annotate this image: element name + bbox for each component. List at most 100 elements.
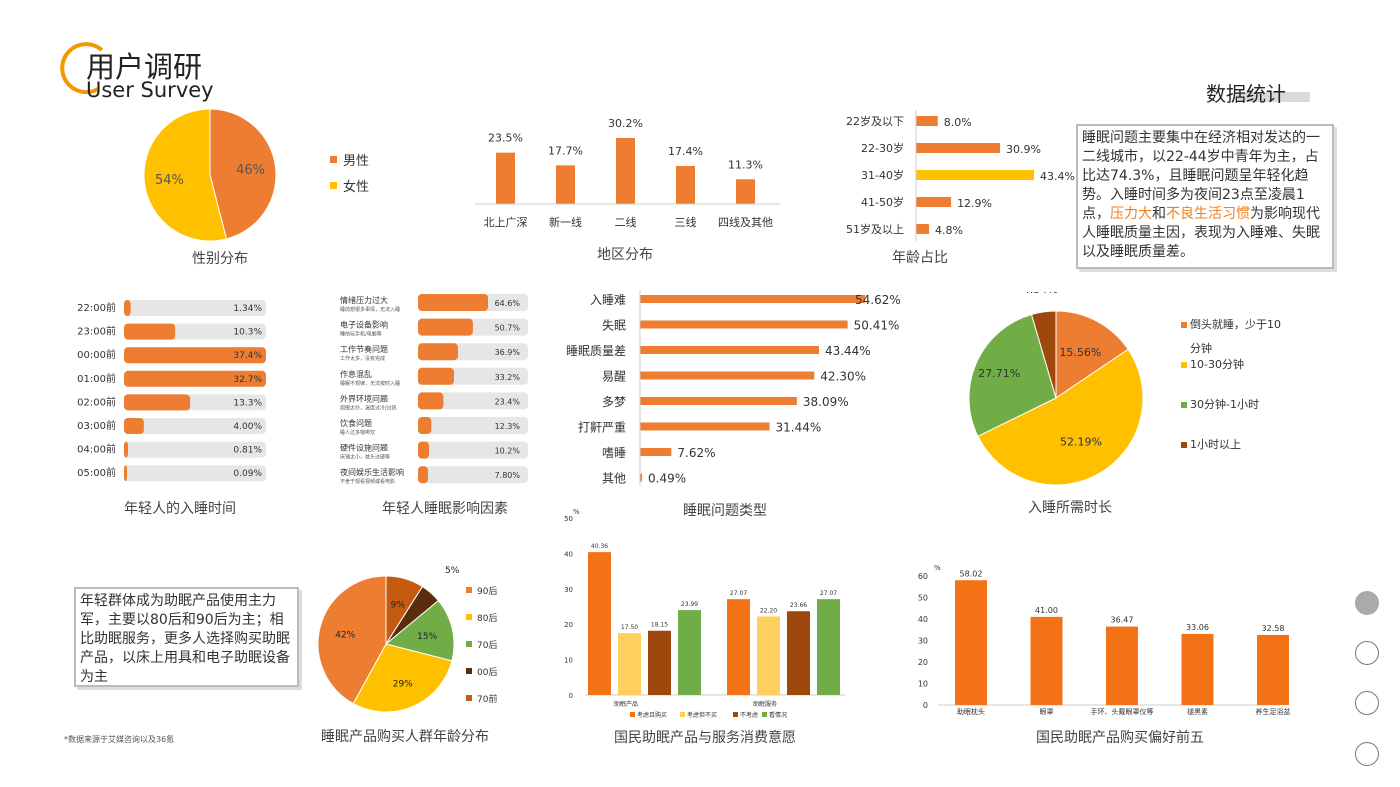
top5-ytick: 30 xyxy=(918,637,928,646)
pie-slice xyxy=(968,313,1057,437)
willing-ytick: 30 xyxy=(564,586,573,594)
problem-value: 31.44% xyxy=(776,421,822,435)
chart-region: 23.5% 北上广深 17.7% 新一线 30.2% 二线 17.4% 三线 11.3% 四线及其… xyxy=(475,117,780,229)
factor-value: 64.6% xyxy=(495,299,521,308)
problem-category: 多梦 xyxy=(602,395,626,409)
region-value: 17.4% xyxy=(668,145,703,158)
pie-slice xyxy=(209,108,277,240)
factor-category: 作息混乱 xyxy=(340,369,372,379)
legend-label: 00后 xyxy=(477,667,497,678)
pie-slice xyxy=(143,108,228,242)
legend-label: 女性 xyxy=(343,179,369,195)
pie-label: 52.19% xyxy=(1060,435,1102,448)
pager-dot-2[interactable] xyxy=(1355,641,1379,665)
age-bar xyxy=(916,116,938,126)
legend-swatch xyxy=(1181,442,1187,448)
buyer-note: 年轻群体成为助眠产品使用主力军，主要以80后和90后为主；相比助眠服务，更多人选… xyxy=(74,587,299,687)
legend-label: 70后 xyxy=(477,640,497,651)
bedtime-bar xyxy=(124,323,176,340)
factor-bar xyxy=(418,367,454,385)
willing-bar xyxy=(588,552,611,695)
top5-ytick: 60 xyxy=(918,572,928,581)
age-category: 22岁及以下 xyxy=(846,114,904,128)
chart-gender-title: 性别分布 xyxy=(192,251,248,267)
legend-label: 90后 xyxy=(477,586,497,597)
chart-willing-title: 国民助眠产品与服务消费意愿 xyxy=(614,730,796,746)
pie-label: 15.56% xyxy=(1059,346,1101,359)
pie-label: 46% xyxy=(236,163,265,178)
bedtime-category: 00:00前 xyxy=(77,348,116,361)
top5-category: 养生足浴盆 xyxy=(1256,707,1291,716)
region-bar xyxy=(676,165,695,204)
region-category: 北上广深 xyxy=(484,216,528,229)
pager-dot-4[interactable] xyxy=(1355,742,1379,766)
legend-swatch xyxy=(1181,322,1187,328)
legend-swatch xyxy=(466,695,472,701)
bedtime-value: 1.34% xyxy=(233,304,262,314)
region-bar xyxy=(736,179,755,204)
willing-ytick: 20 xyxy=(564,621,573,629)
factor-value: 12.3% xyxy=(495,422,521,431)
factor-value: 33.2% xyxy=(495,373,521,382)
problem-category: 易醒 xyxy=(602,370,626,384)
factor-subtitle: 睡眠不规律，无法按时入睡 xyxy=(340,380,400,387)
section-tag-bar xyxy=(1236,92,1310,102)
problem-bar xyxy=(640,346,819,354)
factor-value: 7.80% xyxy=(495,471,521,480)
bedtime-bar xyxy=(124,465,127,482)
bedtime-track xyxy=(124,465,266,482)
pager-dot-3[interactable] xyxy=(1355,691,1379,715)
age-value: 4.8% xyxy=(935,224,963,237)
legend-label: 30分钟-1小时 xyxy=(1190,397,1259,411)
pie-label: 4.54% xyxy=(1023,292,1058,296)
bedtime-category: 23:00前 xyxy=(77,325,116,338)
region-category: 新一线 xyxy=(549,215,582,229)
pie-slice xyxy=(1030,310,1057,399)
top5-bar xyxy=(1257,634,1289,705)
region-value: 17.7% xyxy=(548,144,583,157)
chart-top5-title: 国民助眠产品购买偏好前五 xyxy=(1036,730,1204,746)
willing-ytick: 50 xyxy=(564,515,573,523)
factor-track xyxy=(418,417,528,434)
factor-bar xyxy=(418,294,488,311)
bedtime-bar xyxy=(124,347,266,364)
factor-value: 23.4% xyxy=(495,397,521,406)
willing-category: 助眠产品 xyxy=(614,700,638,708)
factor-track xyxy=(418,466,528,484)
bedtime-bar xyxy=(124,441,129,458)
willing-bar xyxy=(618,633,641,695)
problem-value: 54.62% xyxy=(855,293,901,307)
problem-value: 50.41% xyxy=(854,319,900,333)
bedtime-category: 05:00前 xyxy=(77,466,116,479)
willing-bar xyxy=(727,599,750,695)
chart-problems-title: 睡眠问题类型 xyxy=(683,503,767,519)
willing-bar xyxy=(648,630,671,695)
section-title: 数据统计 xyxy=(1206,82,1286,106)
bedtime-value: 0.09% xyxy=(233,469,262,479)
factor-value: 36.9% xyxy=(495,348,521,357)
pager-dot-1[interactable] xyxy=(1355,591,1379,615)
bedtime-bar xyxy=(124,394,191,411)
willing-bar xyxy=(787,611,810,695)
bedtime-category: 03:00前 xyxy=(77,419,116,432)
pie-label: 29% xyxy=(393,680,413,690)
factor-subtitle: 床铺太小，枕头过硬等 xyxy=(340,454,390,461)
top5-value: 41.00 xyxy=(1035,606,1058,615)
chart-bedtime-title: 年轻人的入睡时间 xyxy=(124,501,236,517)
legend-label: 考虑但不买 xyxy=(687,711,717,719)
region-category: 四线及其他 xyxy=(718,215,773,229)
willing-value: 22.20 xyxy=(760,607,777,614)
factor-category: 硬件设施问题 xyxy=(340,443,388,453)
age-category: 41-50岁 xyxy=(861,195,904,209)
legend-label: 1小时以上 xyxy=(1190,438,1241,451)
chart-duration-title: 入睡所需时长 xyxy=(1028,500,1112,516)
problem-value: 7.62% xyxy=(677,446,715,460)
top5-category: 手环、头戴眼罩仪等 xyxy=(1091,707,1154,716)
willing-bar xyxy=(757,616,780,695)
legend-label: 不考虑 xyxy=(740,711,758,719)
problem-category: 嗜睡 xyxy=(602,446,626,460)
pie-label: 42% xyxy=(335,631,355,641)
age-category: 22-30岁 xyxy=(861,141,904,155)
region-bar xyxy=(556,165,575,204)
legend-label: 男性 xyxy=(343,154,369,169)
